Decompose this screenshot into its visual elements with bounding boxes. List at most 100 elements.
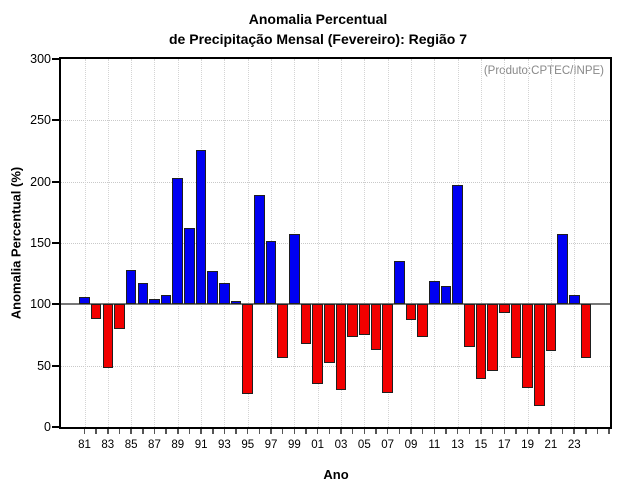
- y-tick-label-0: 0: [44, 420, 51, 434]
- x-tick-2009: [410, 429, 412, 434]
- y-tick-100: [52, 303, 59, 306]
- y-tick-0: [52, 426, 59, 428]
- v-gridline-21: [550, 59, 552, 427]
- x-tick-1984: [118, 429, 121, 434]
- bar-2007: [382, 304, 393, 393]
- x-tick-2018: [515, 429, 517, 434]
- x-tick-label-21: 21: [544, 439, 558, 451]
- x-tick-2024: [585, 429, 587, 434]
- v-gridline-95: [247, 59, 249, 427]
- bar-1995: [242, 304, 254, 394]
- bar-1993: [219, 283, 230, 305]
- bar-1997: [265, 240, 277, 305]
- bar-1996: [254, 195, 265, 305]
- x-tick-2011: [433, 429, 436, 434]
- x-tick-label-81: 81: [78, 439, 91, 451]
- h-gridline-200: [61, 181, 610, 183]
- v-gridline-23: [574, 59, 576, 427]
- bar-2022: [557, 234, 568, 305]
- x-tick-label-91: 91: [194, 439, 208, 451]
- x-tick-1981: [83, 429, 86, 434]
- v-gridline-03: [341, 59, 343, 427]
- x-tick-2013: [456, 429, 459, 434]
- x-tick-label-11: 11: [428, 439, 441, 451]
- bar-2017: [498, 304, 510, 313]
- v-gridline-85: [131, 59, 133, 427]
- plot-inner: (Produto:CPTEC/INPE): [61, 59, 610, 427]
- bar-2019: [522, 304, 533, 388]
- bar-2014: [463, 304, 475, 348]
- x-tick-label-89: 89: [171, 439, 185, 451]
- x-tick-2003: [340, 429, 342, 434]
- x-tick-2021: [550, 429, 552, 434]
- x-tick-2010: [421, 429, 424, 434]
- bar-2020: [533, 304, 545, 407]
- v-gridline-11: [434, 59, 436, 427]
- x-tick-2025: [596, 429, 599, 434]
- bar-1982: [90, 304, 102, 320]
- x-tick-1988: [165, 429, 167, 434]
- x-tick-label-01: 01: [311, 439, 325, 451]
- x-tick-2026: [608, 429, 610, 434]
- bar-1985: [125, 269, 137, 305]
- v-gridline-17: [504, 59, 506, 427]
- x-tick-1983: [107, 429, 109, 434]
- bar-1987: [149, 299, 160, 305]
- v-gridline-05: [364, 59, 366, 427]
- x-tick-1990: [188, 429, 191, 434]
- y-tick-label-250: 250: [30, 113, 51, 128]
- x-tick-2019: [526, 429, 529, 434]
- y-tick-label-50: 50: [37, 358, 51, 373]
- bar-2015: [475, 304, 487, 380]
- baseline-100: [61, 303, 610, 306]
- x-tick-1985: [130, 429, 132, 434]
- bar-2021: [545, 304, 557, 351]
- x-tick-1999: [293, 429, 296, 434]
- x-tick-2005: [363, 429, 366, 434]
- bar-1994: [230, 300, 242, 305]
- bar-2004: [347, 304, 358, 338]
- x-tick-label-15: 15: [474, 439, 488, 451]
- bar-2013: [452, 185, 463, 305]
- x-tick-2008: [398, 429, 401, 434]
- y-tick-250: [52, 119, 59, 122]
- bar-2018: [510, 304, 522, 359]
- bar-2008: [394, 261, 405, 305]
- x-tick-label-09: 09: [404, 439, 418, 451]
- x-tick-label-23: 23: [567, 439, 581, 451]
- y-tick-200: [52, 180, 59, 183]
- chart-title-line2: de Precipitação Mensal (Fevereiro): Regi…: [169, 31, 467, 47]
- bar-2023: [568, 294, 580, 305]
- y-tick-150: [52, 242, 59, 244]
- x-tick-2015: [480, 429, 482, 434]
- v-gridline-19: [527, 59, 529, 427]
- plot-area: (Produto:CPTEC/INPE): [59, 57, 612, 429]
- x-tick-label-97: 97: [264, 439, 278, 451]
- x-tick-2001: [316, 429, 319, 434]
- v-gridline-81: [84, 59, 86, 427]
- y-tick-label-300: 300: [30, 52, 51, 66]
- bar-2012: [440, 285, 452, 305]
- bar-2006: [370, 304, 382, 350]
- product-credit: (Produto:CPTEC/INPE): [483, 65, 604, 77]
- bar-1989: [172, 177, 184, 305]
- v-gridline-93: [224, 59, 226, 427]
- bar-1981: [79, 296, 90, 305]
- x-axis-title: Ano: [323, 467, 349, 482]
- x-tick-label-87: 87: [148, 439, 161, 451]
- x-tick-label-19: 19: [521, 439, 534, 451]
- x-tick-label-03: 03: [334, 439, 348, 451]
- x-tick-1991: [200, 429, 202, 434]
- bar-1983: [102, 304, 114, 369]
- x-tick-2020: [538, 429, 540, 434]
- v-gridline-15: [480, 59, 482, 427]
- x-tick-label-05: 05: [357, 439, 371, 451]
- x-tick-2007: [386, 429, 389, 434]
- bar-1990: [184, 228, 195, 305]
- bar-2024: [580, 304, 592, 359]
- x-tick-1989: [177, 429, 179, 434]
- x-tick-label-83: 83: [101, 439, 115, 451]
- bar-2005: [359, 304, 370, 335]
- x-tick-1995: [246, 429, 249, 434]
